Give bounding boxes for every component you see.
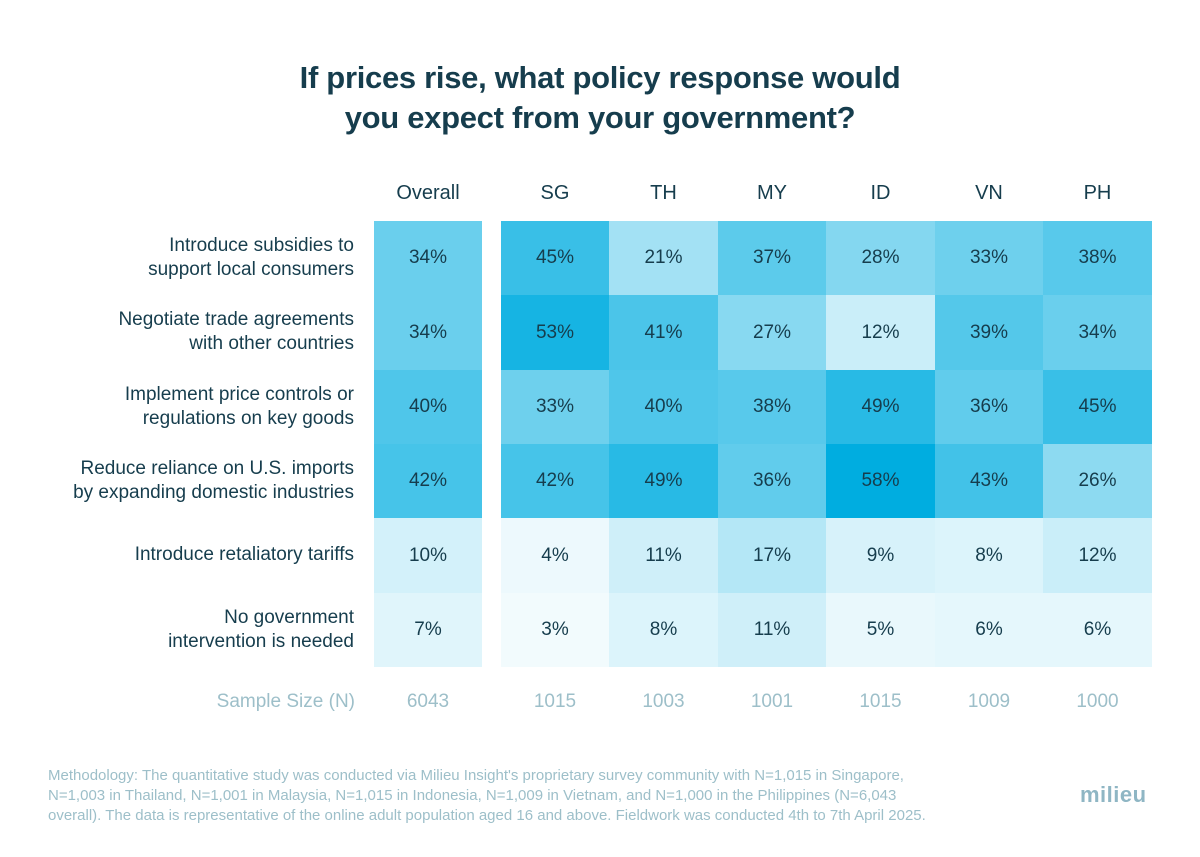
heatmap-cell: 10%	[374, 518, 482, 593]
row-label: Introduce subsidies to support local cons…	[14, 221, 354, 295]
row-label-line: Implement price controls or	[124, 383, 354, 405]
heatmap-cell: 6%	[1043, 592, 1152, 668]
sample-size-value: 1000	[1076, 691, 1119, 712]
heatmap-cell: 9%	[826, 518, 935, 593]
milieu-logo: milieu	[1080, 782, 1147, 807]
heatmap-cell: 42%	[374, 443, 482, 519]
heatmap-cell: 40%	[609, 369, 718, 445]
row-label: Implement price controls or regulations o…	[14, 370, 354, 444]
row-label-line: support local consumers	[148, 259, 354, 281]
sample-size-value: 6043	[406, 691, 450, 712]
heatmap-cell: 8%	[935, 518, 1043, 593]
column-header-my: MY	[757, 182, 787, 204]
row-label: No government intervention is needed	[14, 593, 354, 667]
row-label: Introduce retaliatory tariffs	[14, 518, 354, 592]
heatmap-cell: 21%	[609, 221, 718, 296]
heatmap-cell: 38%	[718, 369, 826, 445]
sample-size-value: 1015	[859, 691, 902, 712]
column-header-overall: Overall	[396, 182, 460, 204]
heatmap-cell: 37%	[718, 221, 826, 296]
row-label-line: regulations on key goods	[142, 407, 354, 429]
heatmap-cell: 33%	[935, 221, 1043, 296]
sample-size-value: 1001	[750, 691, 794, 712]
heatmap-cell: 7%	[374, 592, 482, 668]
heatmap-cell: 41%	[609, 295, 718, 371]
heatmap-cell: 43%	[935, 443, 1043, 519]
heatmap-cell: 53%	[501, 295, 609, 371]
heatmap-cell: 58%	[826, 443, 935, 519]
row-label-line: Introduce subsidies to	[169, 235, 354, 257]
sample-size-value: 1003	[642, 691, 685, 712]
heatmap-cell: 42%	[501, 443, 609, 519]
heatmap-cell: 12%	[1043, 518, 1152, 593]
heatmap-cell: 39%	[935, 295, 1043, 371]
methodology-line-2: N=1,003 in Thailand, N=1,001 in Malaysia…	[48, 787, 897, 804]
row-label-line: Introduce retaliatory tariffs	[134, 544, 354, 566]
heatmap-cell: 4%	[501, 518, 609, 593]
heatmap-cell: 12%	[826, 295, 935, 371]
column-header-th: TH	[650, 182, 677, 204]
heatmap-cell: 3%	[501, 592, 609, 668]
heatmap-cell: 40%	[374, 369, 482, 445]
heatmap-cell: 36%	[718, 443, 826, 519]
heatmap-cell: 6%	[935, 592, 1043, 668]
row-label-line: No government	[224, 606, 354, 628]
heatmap-cell: 33%	[501, 369, 609, 445]
heatmap-cell: 17%	[718, 518, 826, 593]
heatmap-cell: 45%	[1043, 369, 1152, 445]
sample-size-label: Sample Size (N)	[216, 691, 355, 712]
column-header-ph: PH	[1083, 182, 1112, 204]
row-label: Negotiate trade agreements with other cou…	[14, 295, 354, 369]
column-header-id: ID	[870, 182, 891, 204]
heatmap-cell: 28%	[826, 221, 935, 296]
heatmap-cell: 49%	[826, 369, 935, 445]
heatmap-cell: 27%	[718, 295, 826, 371]
heatmap-cell: 34%	[374, 221, 482, 296]
heatmap-cell: 49%	[609, 443, 718, 519]
column-header-vn: VN	[975, 182, 1003, 204]
chart-title: If prices rise, what policy response wou…	[0, 58, 1200, 138]
heatmap-cell: 11%	[609, 518, 718, 593]
row-label: Reduce reliance on U.S. imports by expand…	[14, 444, 354, 518]
column-header-sg: SG	[540, 182, 570, 204]
heatmap-cell: 38%	[1043, 221, 1152, 296]
heatmap-cell: 11%	[718, 592, 826, 668]
methodology-line-1: Methodology: The quantitative study was …	[48, 767, 904, 784]
heatmap-cell: 36%	[935, 369, 1043, 445]
methodology-note: Methodology: The quantitative study was …	[48, 766, 1048, 826]
chart-title-line-1: If prices rise, what policy response wou…	[299, 60, 901, 95]
heatmap-cell: 26%	[1043, 443, 1152, 519]
row-label-line: with other countries	[189, 333, 354, 355]
sample-size-value: 1009	[967, 691, 1011, 712]
heatmap-cell: 5%	[826, 592, 935, 668]
row-label-line: by expanding domestic industries	[73, 482, 354, 504]
heatmap-cell: 8%	[609, 592, 718, 668]
row-label-line: Reduce reliance on U.S. imports	[80, 458, 354, 480]
row-label-line: intervention is needed	[168, 630, 354, 652]
heatmap-cell: 34%	[374, 295, 482, 371]
chart-title-line-2: you expect from your government?	[344, 100, 856, 135]
heatmap-cell: 34%	[1043, 295, 1152, 371]
methodology-line-3: overall). The data is representative of …	[48, 807, 926, 824]
heatmap-cell: 45%	[501, 221, 609, 296]
sample-size-value: 1015	[533, 691, 577, 712]
row-label-line: Negotiate trade agreements	[118, 309, 354, 331]
